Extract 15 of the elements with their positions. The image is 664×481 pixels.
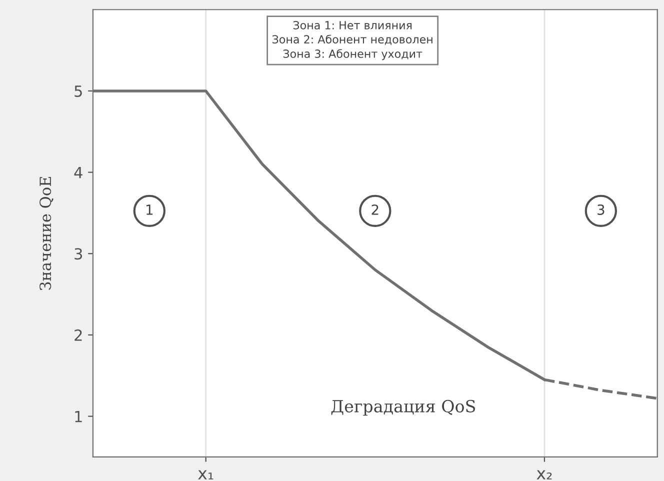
annotation: Зона 1: Нет влияния [293, 21, 412, 30]
annotation: Зона 3: Абонент уходит [283, 49, 422, 60]
y-tick-label: 5 [74, 86, 82, 97]
x-tick-label: x₂ [536, 470, 552, 480]
x-axis-title: Деградация QoS [331, 400, 476, 416]
y-tick-label: 4 [74, 166, 82, 178]
x-tick-label: x₁ [198, 470, 214, 480]
y-tick-label: 1 [75, 410, 82, 422]
annotation: Зона 2: Абонент недоволен [272, 34, 432, 45]
y-tick-label: 3 [74, 248, 82, 260]
annotation: 1 [146, 204, 153, 215]
y-axis-title: Значение QoE [40, 176, 54, 290]
annotation: 2 [372, 204, 378, 215]
y-tick-label: 2 [74, 329, 82, 341]
annotation: 3 [598, 204, 604, 215]
